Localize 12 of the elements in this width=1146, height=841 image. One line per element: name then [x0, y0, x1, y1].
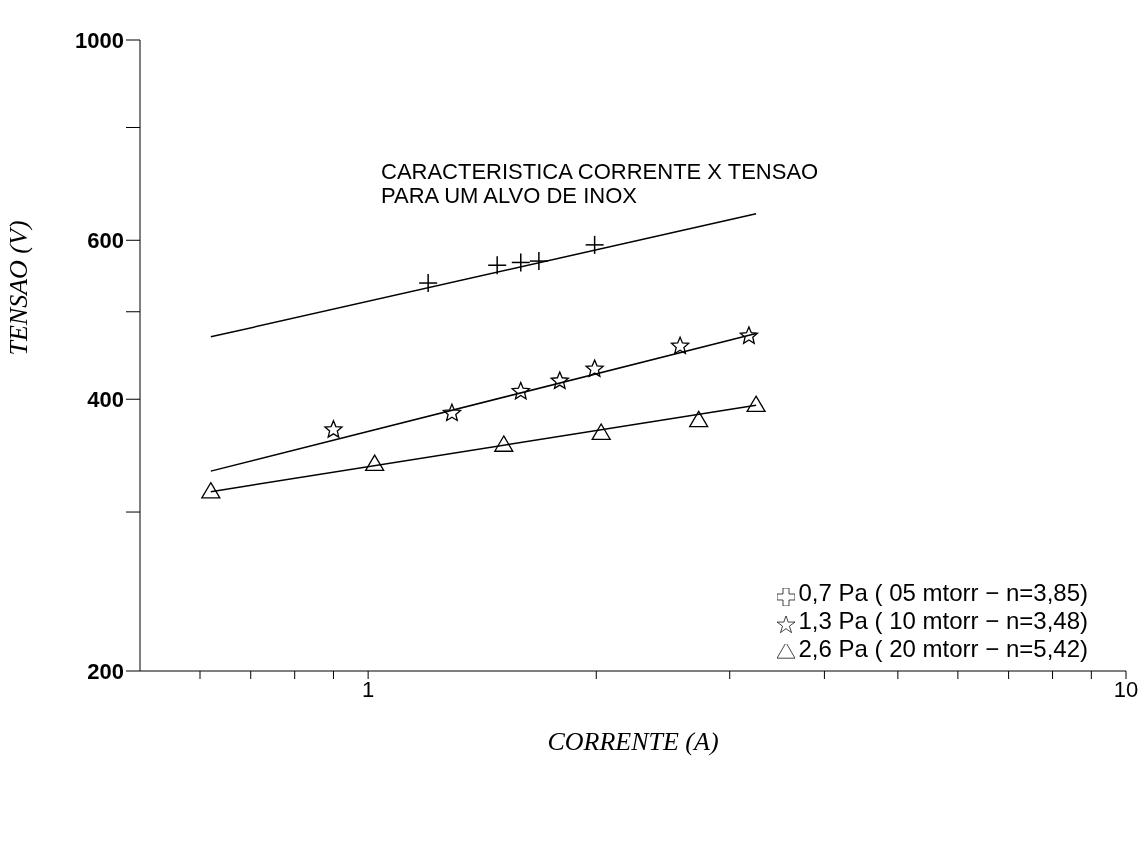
y-tick-label: 200 — [87, 658, 124, 684]
x-axis-title: CORRENTE (A) — [547, 727, 719, 756]
legend-label: 2,6 Pa ( 20 mtorr − n=5,42) — [798, 635, 1088, 662]
legend-label: 1,3 Pa ( 10 mtorr − n=3,48) — [798, 607, 1088, 634]
y-tick-label: 1000 — [75, 27, 124, 53]
y-tick-label: 400 — [87, 387, 124, 413]
legend-label: 0,7 Pa ( 05 mtorr − n=3,85) — [798, 579, 1088, 606]
x-tick-label: 1 — [362, 676, 375, 702]
y-axis-title: TENSAO (V) — [4, 220, 34, 356]
text: CARACTERISTICA CORRENTE X TENSAO PARA UM ALVO DE INOX — [381, 159, 819, 208]
y-tick-label: 600 — [87, 228, 124, 254]
x-tick-label: 10 — [1113, 676, 1139, 702]
